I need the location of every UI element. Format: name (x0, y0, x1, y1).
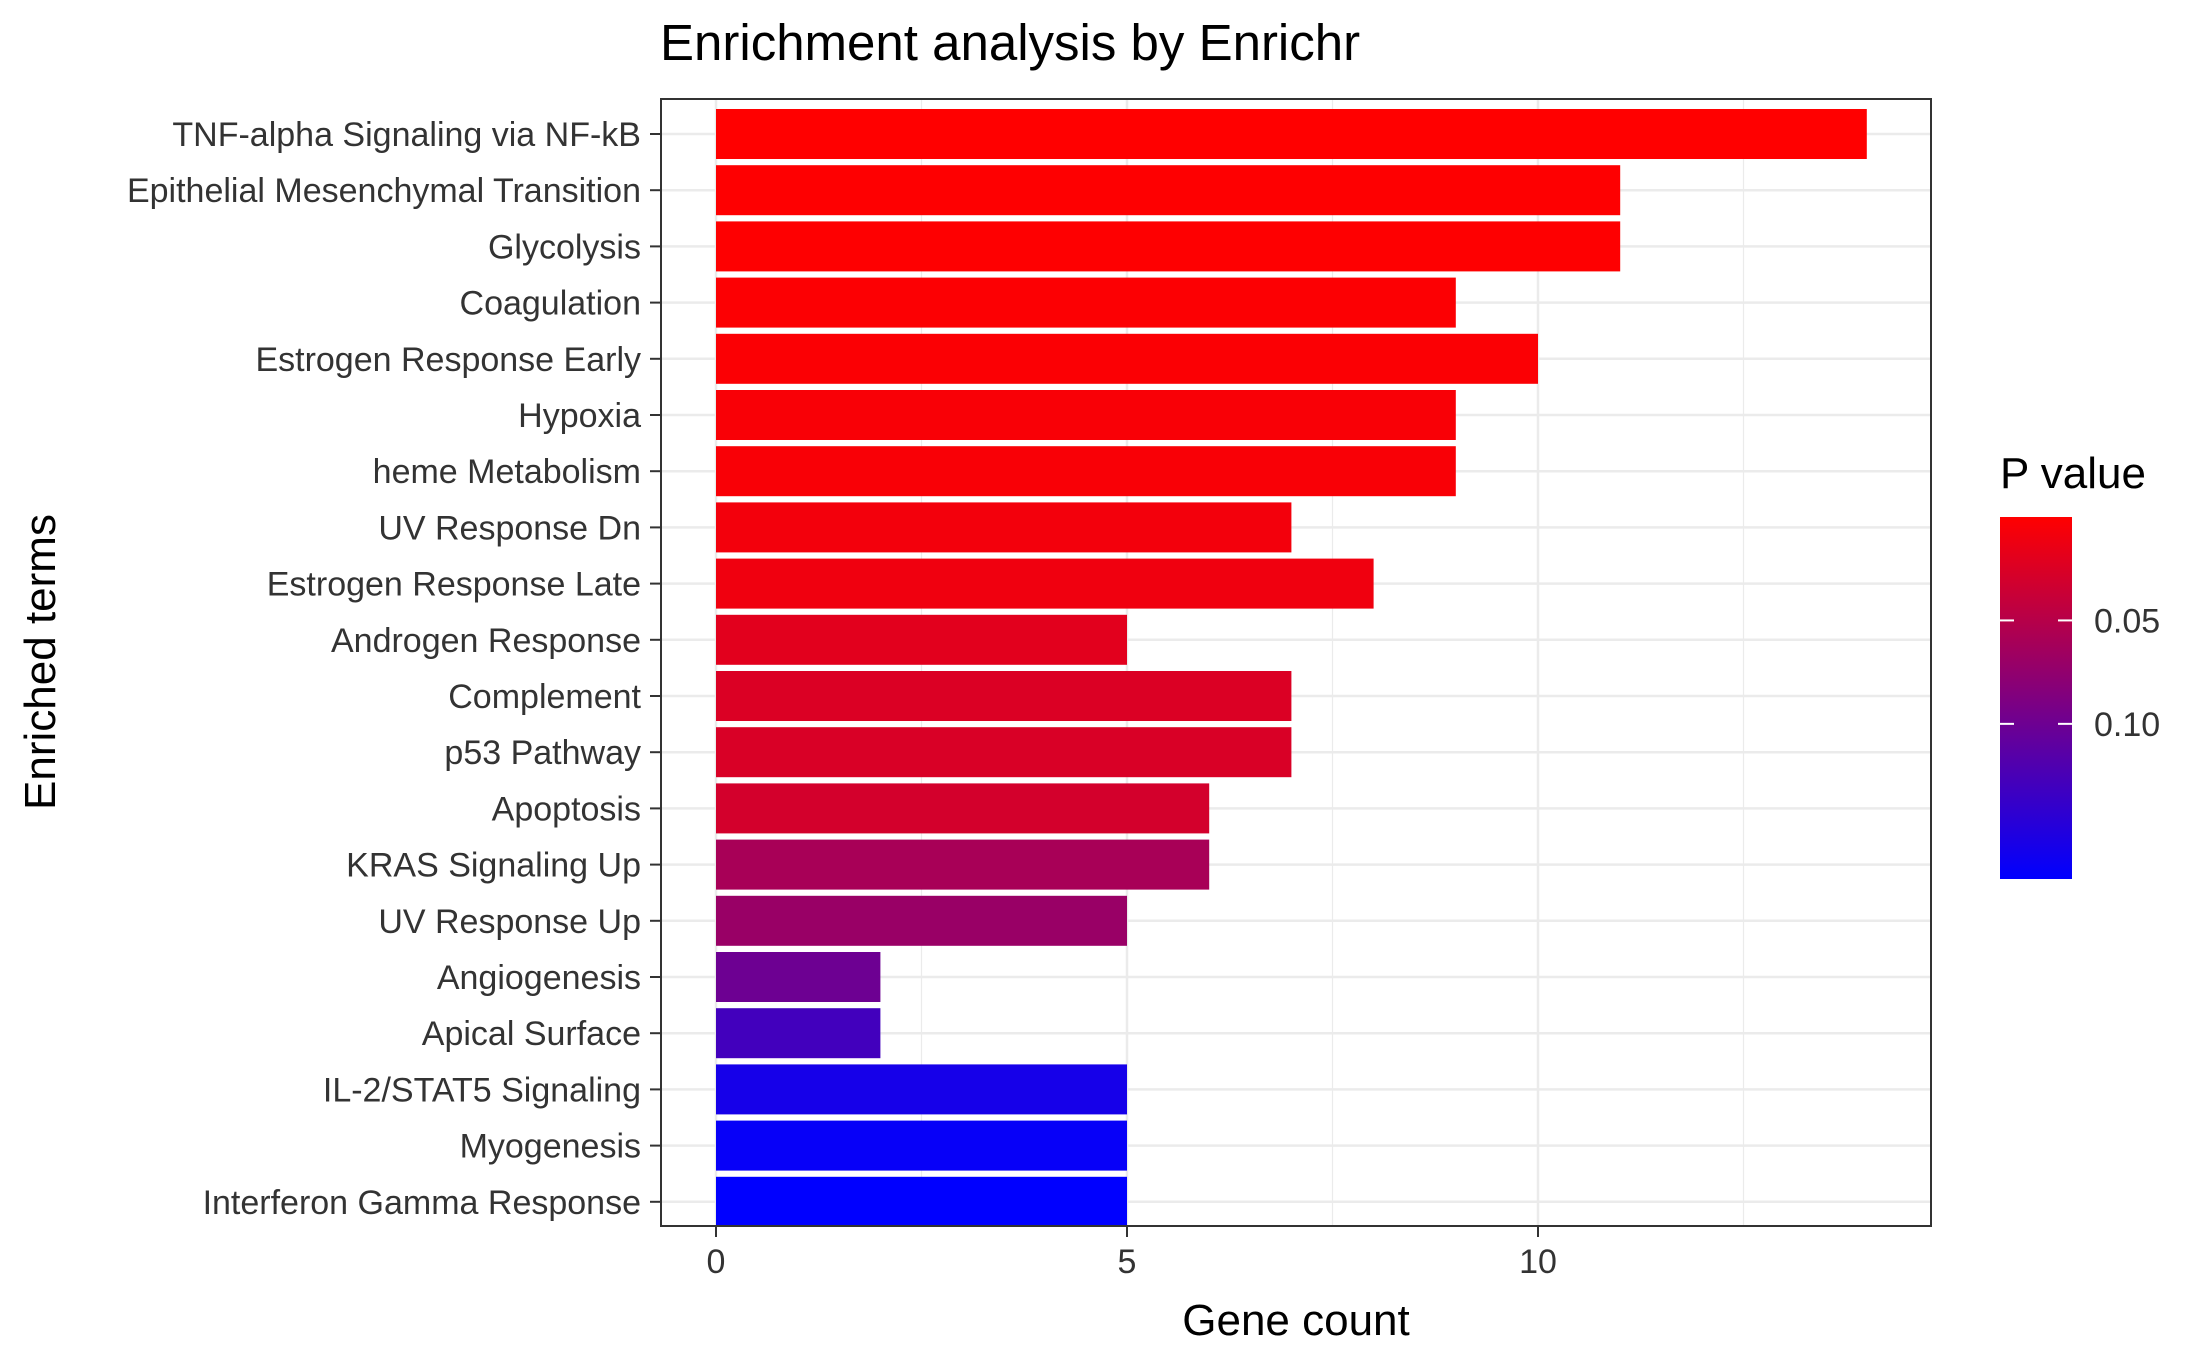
bar (716, 614, 1127, 665)
legend-tick-label: 0.05 (2094, 602, 2160, 640)
bar (716, 277, 1456, 328)
bar (716, 1120, 1127, 1171)
y-tick-label: Glycolysis (488, 228, 641, 266)
y-tick-label: Apoptosis (492, 790, 641, 828)
bar (716, 727, 1292, 778)
bar (716, 783, 1210, 834)
bar (716, 895, 1127, 946)
y-tick-label: Myogenesis (460, 1128, 641, 1166)
y-tick-label: Coagulation (460, 285, 641, 323)
y-tick-label: UV Response Dn (378, 509, 641, 547)
bar (716, 671, 1292, 721)
legend-tick-label: 0.10 (2094, 706, 2160, 744)
chart-title: Enrichment analysis by Enrichr (660, 14, 1360, 71)
bar (716, 333, 1538, 384)
y-axis-title: Enriched terms (16, 514, 65, 810)
y-axis-ticks: TNF-alpha Signaling via NF-kB Epithelial … (127, 116, 661, 1222)
bar (716, 165, 1621, 216)
bar (716, 952, 881, 1002)
bar (716, 1008, 881, 1059)
y-tick-label: Estrogen Response Early (255, 341, 641, 379)
y-tick-label: Apical Surface (422, 1015, 641, 1053)
bar (716, 109, 1867, 159)
bar (716, 558, 1374, 609)
y-tick-label: Hypoxia (518, 397, 641, 435)
bar (716, 221, 1621, 272)
y-tick-label: heme Metabolism (373, 453, 641, 491)
y-tick-label: Epithelial Mesenchymal Transition (127, 172, 641, 210)
bar (716, 839, 1210, 890)
legend-ticks: 0.05 0.10 (2000, 602, 2160, 744)
x-tick-label: 5 (1118, 1243, 1137, 1281)
y-tick-label: Complement (448, 678, 641, 716)
bar (716, 446, 1456, 497)
plot-panel-border (660, 98, 1932, 1227)
bar (716, 390, 1456, 440)
x-axis-title: Gene count (1182, 1296, 1410, 1345)
bars (716, 109, 1867, 1227)
y-tick-label: p53 Pathway (444, 734, 641, 772)
y-tick-label: Interferon Gamma Response (203, 1184, 641, 1222)
x-tick-label: 10 (1519, 1243, 1557, 1281)
legend-title: P value (2000, 449, 2146, 498)
y-tick-label: TNF-alpha Signaling via NF-kB (172, 116, 641, 154)
y-tick-label: KRAS Signaling Up (346, 847, 641, 885)
x-tick-label: 0 (707, 1243, 726, 1281)
bar (716, 1176, 1127, 1227)
y-tick-label: Angiogenesis (437, 959, 641, 997)
color-legend: P value 0.05 0.10 (2000, 449, 2160, 879)
y-tick-label: IL-2/STAT5 Signaling (323, 1071, 641, 1109)
y-tick-label: Androgen Response (331, 622, 641, 660)
y-tick-label: Estrogen Response Late (267, 566, 641, 604)
x-axis-ticks: 0 5 10 (707, 1226, 1557, 1281)
bar (716, 1064, 1127, 1115)
bar (716, 502, 1292, 553)
legend-colorbar (2000, 517, 2072, 879)
y-tick-label: UV Response Up (378, 903, 641, 941)
